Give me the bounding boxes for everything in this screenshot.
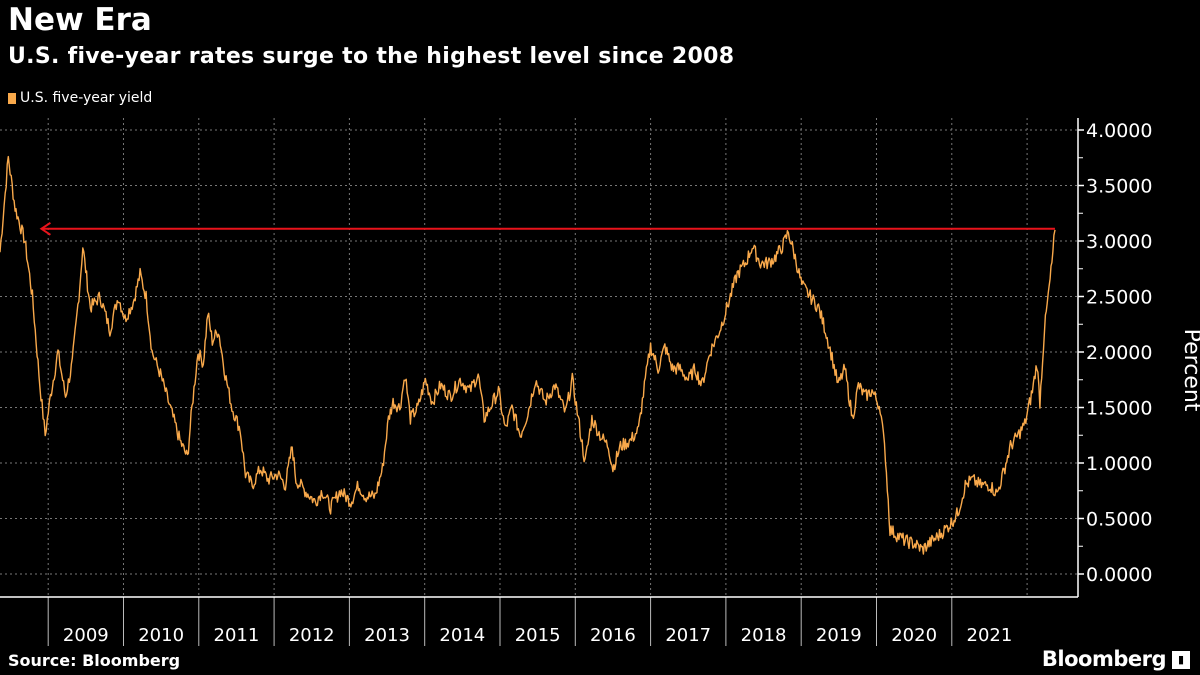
x-tick-label: 2016 xyxy=(590,625,636,646)
y-tick-label: 2.0000 xyxy=(1086,342,1152,364)
y-tick-label: 3.0000 xyxy=(1086,231,1152,253)
x-tick-label: 2018 xyxy=(741,625,787,646)
brand-logo: Bloomberg xyxy=(1041,647,1167,671)
series-line-us-five-year-yield xyxy=(0,155,1056,555)
y-axis-label: Percent xyxy=(1179,329,1200,412)
x-tick-label: 2019 xyxy=(816,625,862,646)
x-tick-label: 2020 xyxy=(891,625,937,646)
source-note: Source: Bloomberg xyxy=(8,651,181,670)
x-tick-label: 2009 xyxy=(63,625,109,646)
chart-subtitle: U.S. five-year rates surge to the highes… xyxy=(8,44,735,69)
bloomberg-logo-icon: ▮ xyxy=(1172,651,1190,669)
legend-swatch xyxy=(8,92,16,104)
x-tick-label: 2021 xyxy=(967,625,1013,646)
x-tick-label: 2014 xyxy=(439,625,485,646)
y-tick-label: 2.5000 xyxy=(1086,287,1152,309)
x-tick-label: 2015 xyxy=(515,625,561,646)
legend: U.S. five-year yield xyxy=(8,90,152,106)
y-tick-label: 3.5000 xyxy=(1086,176,1152,198)
legend-label: U.S. five-year yield xyxy=(20,90,153,106)
y-tick-label: 0.0000 xyxy=(1086,564,1152,586)
y-tick-label: 1.0000 xyxy=(1086,453,1152,475)
x-tick-label: 2011 xyxy=(214,625,260,646)
x-tick-label: 2012 xyxy=(289,625,335,646)
y-tick-label: 1.5000 xyxy=(1086,398,1152,420)
y-tick-label: 0.5000 xyxy=(1086,509,1152,531)
chart-title: New Era xyxy=(8,2,152,38)
x-tick-label: 2010 xyxy=(138,625,184,646)
x-tick-label: 2013 xyxy=(364,625,410,646)
x-tick-label: 2017 xyxy=(665,625,711,646)
arrow-head-icon xyxy=(39,221,51,236)
y-tick-label: 4.0000 xyxy=(1086,120,1152,142)
